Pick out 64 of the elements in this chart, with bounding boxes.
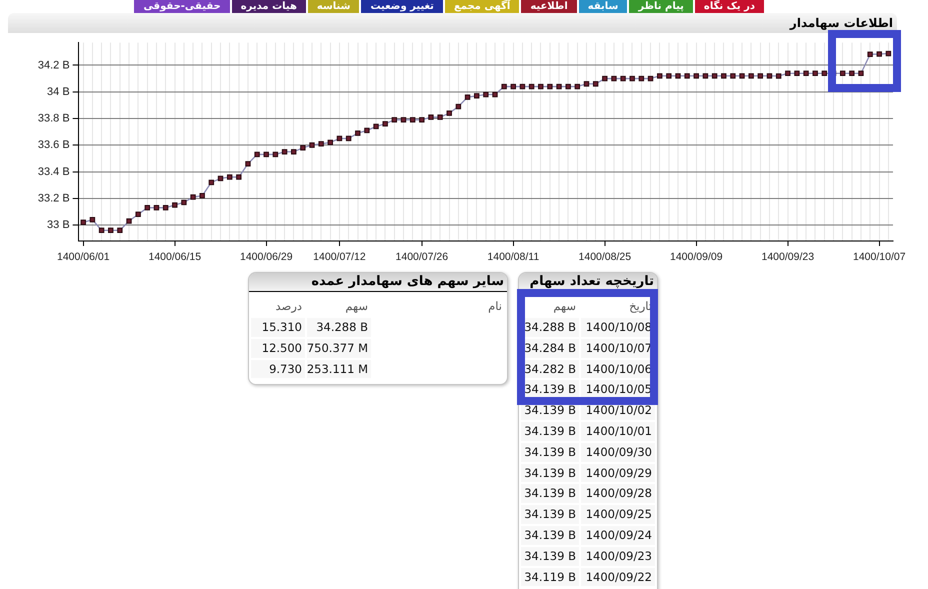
data-label: 34.139 B [524, 548, 576, 563]
data-label: 9.730 [269, 362, 302, 376]
data-label: 34.288 B [316, 320, 368, 334]
data-label: 34.139 B [524, 486, 576, 500]
data-label: 34.139 B [524, 466, 576, 480]
x-tick-label: 1400/06/01 [56, 251, 110, 264]
category-label: 1400/10/07 [586, 340, 652, 355]
y-tick-label: 33.2 B [38, 192, 70, 204]
category-label: 1400/10/06 [586, 362, 652, 376]
x-tick-label: 1400/07/26 [396, 251, 448, 264]
data-label: 34.139 B [524, 403, 576, 418]
data-label: 34.288 B [524, 320, 576, 334]
y-tick-label: 34.2 B [38, 59, 70, 72]
category-label: 1400/09/30 [586, 444, 652, 459]
data-label: 34.119 B [524, 570, 576, 584]
category-label: 1400/10/01 [586, 424, 652, 438]
text: تاریخچه تعداد سهام [519, 273, 657, 292]
data-label: 34.139 B [524, 382, 576, 396]
y-tick-label: 33.4 B [38, 166, 70, 178]
category-label: درصد [274, 298, 303, 315]
data-label: 34.139 B [524, 528, 576, 542]
tab: هیات مدیره [232, 0, 306, 14]
category-label: سهم [344, 298, 369, 315]
x-tick-label: 1400/09/09 [670, 251, 723, 264]
tab: اطلاعیه [521, 0, 577, 14]
data-label: 34.139 B [524, 507, 576, 522]
x-tick-label: 1400/08/25 [578, 251, 632, 264]
tab: حقیقی-حقوقی [134, 0, 230, 14]
category-label: 1400/09/25 [586, 507, 652, 522]
x-tick-label: 1400/09/23 [762, 251, 814, 264]
tab: سابقه [578, 0, 628, 14]
data-label: 253.111 M [306, 362, 368, 376]
x-tick-label: 1400/07/12 [313, 251, 366, 264]
text: سایر سهم های سهامدار عمده [249, 273, 507, 292]
category-label: 1400/09/23 [586, 548, 652, 563]
x-tick-label: 1400/10/07 [852, 251, 906, 264]
chart-title: اطلاعات سهامدار [8, 13, 897, 33]
tab: در یک نگاه [694, 0, 764, 14]
text: نام [487, 298, 503, 315]
y-tick-label: 33 B [47, 219, 70, 232]
x-tick-label: 1400/08/11 [487, 251, 540, 264]
category-label: 1400/10/02 [586, 403, 652, 418]
tab: تغییر وضعیت [361, 0, 443, 14]
x-tick-label: 1400/06/15 [148, 251, 202, 264]
data-label: 12.500 [262, 340, 302, 355]
data-label: 34.284 B [524, 340, 576, 355]
y-tick-label: 33.6 B [38, 139, 70, 152]
y-tick-label: 34 B [47, 86, 70, 98]
x-tick-label: 1400/06/29 [240, 251, 293, 264]
category-label: 1400/10/08 [586, 320, 652, 334]
tab: شناسه [308, 0, 360, 14]
category-label: 1400/09/22 [586, 570, 652, 584]
tab: پیام ناظر [629, 0, 693, 14]
data-label: 34.139 B [524, 424, 576, 438]
category-label: 1400/09/28 [586, 486, 652, 500]
series-label: سهم [552, 298, 577, 315]
category-label: 1400/10/05 [586, 382, 652, 396]
data-label: 15.310 [262, 320, 302, 334]
category-label: 1400/09/24 [586, 528, 652, 542]
data-label: 34.282 B [524, 362, 576, 376]
data-label: 34.139 B [524, 444, 576, 459]
category-label: 1400/09/29 [586, 466, 652, 480]
y-tick-label: 33.8 B [38, 112, 70, 125]
data-label: 750.377 M [306, 340, 368, 355]
